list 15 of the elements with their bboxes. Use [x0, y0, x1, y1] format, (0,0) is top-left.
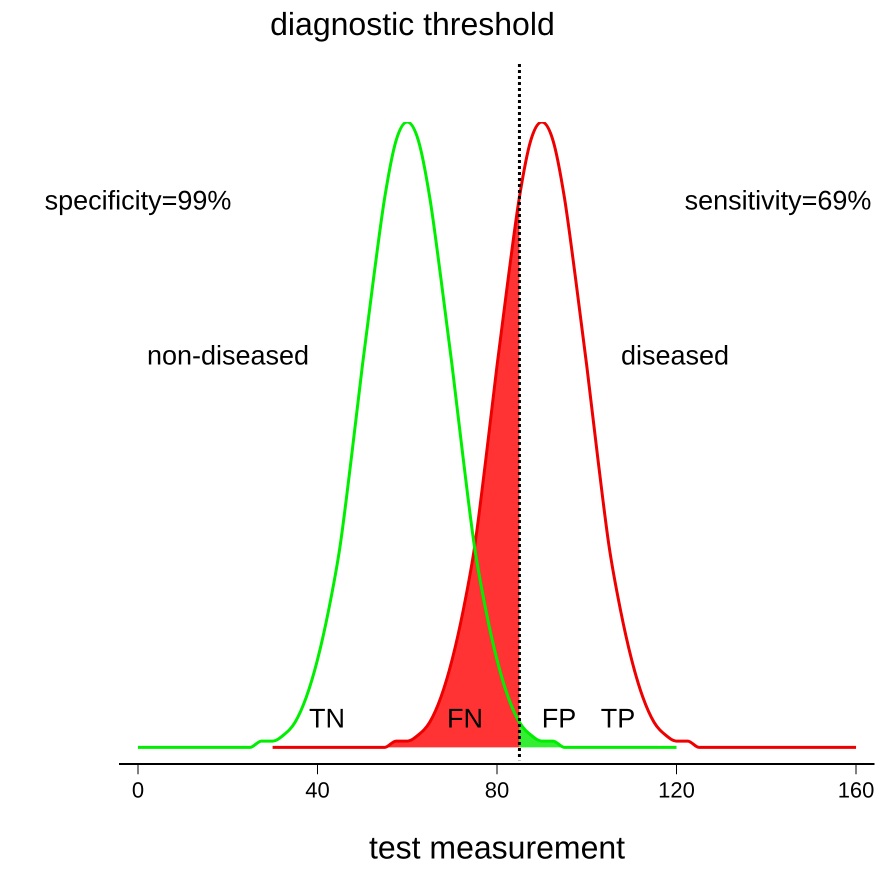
series-label: non-diseased: [146, 340, 310, 370]
x-tick-label: 40: [305, 777, 330, 802]
ref-line-label: diagnostic threshold: [270, 6, 555, 42]
annotation: specificity=99%: [44, 185, 232, 216]
series-label: diseased: [620, 340, 730, 370]
annotation: TN: [309, 703, 345, 734]
annotation: sensitivity=69%: [684, 185, 872, 216]
x-axis-title: test measurement: [368, 830, 626, 866]
x-tick-label: 80: [484, 777, 510, 802]
annotation: FP: [542, 703, 576, 734]
annotation: FN: [447, 703, 483, 734]
annotation: TP: [600, 703, 636, 734]
x-tick-label: 120: [658, 777, 695, 802]
x-tick-label: 160: [838, 777, 874, 802]
x-tick-label: 0: [132, 777, 144, 802]
